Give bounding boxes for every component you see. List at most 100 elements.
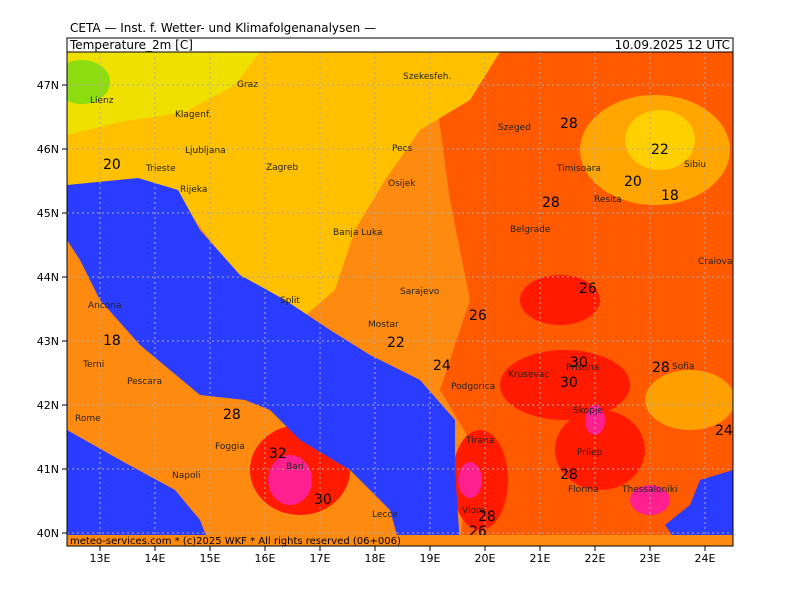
city: Osijek: [388, 179, 416, 189]
lat-tick-label: 43N: [37, 335, 59, 348]
city: Rome: [75, 414, 101, 424]
source-header: CETA — Inst. f. Wetter- und Klimafolgena…: [70, 21, 376, 35]
contour-label: 24: [433, 358, 451, 374]
contour-label: 28: [542, 195, 560, 211]
lon-tick-label: 19E: [420, 552, 441, 565]
contour-label: 24: [715, 423, 733, 439]
contour-label: 18: [103, 333, 121, 349]
contour-label: 26: [469, 308, 487, 324]
city: Sarajevo: [400, 287, 440, 297]
city: Graz: [237, 80, 258, 90]
map-area: Lienz Graz Szekesfeh. Klagenf. Ljubljana…: [67, 52, 733, 547]
city: Belgrade: [510, 225, 551, 235]
lat-tick-label: 45N: [37, 207, 59, 220]
footer-text: meteo-services.com * (c)2025 WKF * All r…: [70, 536, 401, 547]
city: Craiova: [698, 257, 732, 267]
city: Vlore: [462, 506, 486, 516]
lat-tick-label: 46N: [37, 143, 59, 156]
city: Banja Luka: [333, 228, 382, 238]
cooler-region: [67, 52, 260, 135]
very-hot-spot: [630, 485, 670, 515]
city: Rijeka: [180, 185, 207, 195]
lon-tick-label: 23E: [640, 552, 661, 565]
city: Foggia: [215, 442, 245, 452]
city: Trieste: [145, 164, 176, 174]
lat-tick-label: 47N: [37, 79, 59, 92]
field-name: Temperature_2m [C]: [69, 38, 193, 52]
city: Krusevac: [508, 370, 549, 380]
lon-tick-label: 18E: [365, 552, 386, 565]
aegean-sea: [665, 470, 733, 546]
city: Terni: [82, 360, 104, 370]
city: Zagreb: [266, 163, 298, 173]
city: Ancona: [88, 301, 122, 311]
lon-tick-label: 21E: [530, 552, 551, 565]
city: Sibiu: [684, 160, 706, 170]
city: Split: [280, 296, 300, 306]
lat-tick-label: 41N: [37, 463, 59, 476]
lon-tick-label: 24E: [695, 552, 716, 565]
contour-label: 28: [478, 509, 496, 525]
cold-spot: [67, 60, 110, 104]
city: Bari: [286, 462, 304, 472]
lat-tick-label: 44N: [37, 271, 59, 284]
contour-label: 30: [314, 492, 332, 508]
lon-tick-label: 14E: [145, 552, 166, 565]
contour-label: 30: [560, 375, 578, 391]
contour-labels: 28 22 20 18 20 28 26 26 22 18 24 30 30 2…: [103, 116, 733, 540]
contour-label: 18: [661, 188, 679, 204]
city: Klagenf.: [175, 110, 211, 120]
cool-spot: [645, 370, 733, 430]
city-labels: Lienz Graz Szekesfeh. Klagenf. Ljubljana…: [75, 72, 732, 520]
city: Skopje: [573, 406, 603, 416]
adriatic-sea: [67, 178, 460, 546]
very-hot-spot: [585, 405, 605, 435]
contour-label: 20: [624, 174, 642, 190]
city: Pecs: [392, 144, 413, 154]
contour-label: 22: [651, 142, 669, 158]
city: Sofia: [672, 362, 694, 372]
hot-spot: [500, 350, 630, 420]
city: Ljubljana: [185, 146, 226, 156]
city: Pristina: [566, 363, 599, 373]
footer-band: [67, 535, 733, 546]
city: Lecce: [372, 510, 398, 520]
axis-labels: 47N 46N 45N 44N 43N 42N 41N 40N 13E 14E 15E 16E 17E 1…: [37, 79, 716, 565]
city: Lienz: [90, 96, 114, 106]
lon-tick-label: 22E: [585, 552, 606, 565]
lon-tick-label: 20E: [475, 552, 496, 565]
contour-label: 28: [652, 360, 670, 376]
city: Szeged: [498, 123, 531, 133]
hot-spot: [555, 410, 645, 490]
lat-tick-label: 42N: [37, 399, 59, 412]
lon-tick-label: 15E: [200, 552, 221, 565]
contour-label: 28: [223, 407, 241, 423]
city: Thessaloniki: [621, 485, 678, 495]
city: Szekesfeh.: [403, 72, 451, 82]
contour-label: 30: [570, 355, 588, 371]
lon-tick-label: 17E: [310, 552, 331, 565]
graticule: [67, 52, 733, 546]
valid-time: 10.09.2025 12 UTC: [615, 38, 730, 52]
contour-label: 26: [579, 281, 597, 297]
lon-tick-label: 16E: [255, 552, 276, 565]
very-hot-spot: [458, 462, 482, 498]
contour-label: 32: [269, 446, 287, 462]
tyrrhenian-sea: [67, 430, 210, 546]
city: Timisoara: [556, 164, 601, 174]
contour-label: 20: [103, 157, 121, 173]
city: Prilep: [577, 448, 603, 458]
contour-label: 22: [387, 335, 405, 351]
city: Pescara: [127, 377, 162, 387]
contour-label: 28: [560, 467, 578, 483]
cool-region: [67, 52, 500, 320]
lon-tick-label: 13E: [90, 552, 111, 565]
city: Napoli: [172, 471, 200, 481]
city: Podgorica: [451, 382, 495, 392]
city: Mostar: [368, 320, 399, 330]
cool-spot: [625, 110, 695, 170]
city: Florina: [568, 485, 599, 495]
very-hot-spot: [268, 455, 312, 505]
